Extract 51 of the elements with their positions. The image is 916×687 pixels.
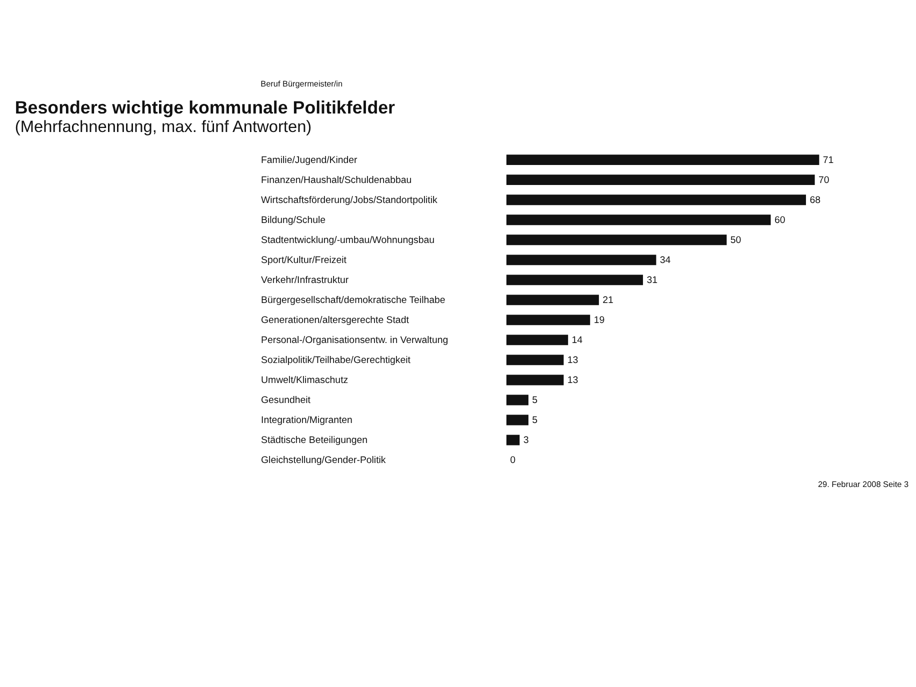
- bar: [506, 214, 771, 226]
- bar: [506, 414, 528, 426]
- y-tick-label: Personal-/Organisationsentw. in Verwaltung: [261, 334, 448, 346]
- y-tick-label: Wirtschaftsförderung/Jobs/Standortpolitik: [261, 194, 438, 206]
- y-tick-label: Familie/Jugend/Kinder: [261, 154, 358, 166]
- data-label: 13: [567, 354, 578, 366]
- text: 29. Februar 2008 Seite 3: [818, 480, 909, 490]
- y-tick-label: Finanzen/Haushalt/Schuldenabbau: [261, 174, 412, 186]
- bar: [506, 314, 590, 326]
- y-tick-label: Verkehr/Infrastruktur: [261, 274, 350, 286]
- bar: [506, 334, 568, 346]
- bar: [506, 274, 643, 286]
- data-label: 60: [774, 214, 786, 226]
- y-tick-label: Generationen/altersgerechte Stadt: [261, 314, 410, 326]
- y-tick-label: Sozialpolitik/Teilhabe/Gerechtigkeit: [261, 354, 411, 366]
- y-tick-label: Integration/Migranten: [261, 414, 352, 426]
- bar: [506, 354, 564, 366]
- text: Beruf Bürgermeister/in: [260, 80, 344, 89]
- y-tick-label: Bürgergesellschaft/demokratische Teilhabe: [261, 294, 446, 306]
- bar: [506, 394, 528, 406]
- data-label: 68: [810, 194, 820, 206]
- y-tick-label: Stadtentwicklung/-umbau/Wohnungsbau: [261, 234, 435, 246]
- text: (Mehrfachnennung, max. fünf Antworten): [14, 118, 312, 136]
- bar: [506, 434, 520, 446]
- data-label: 13: [567, 374, 578, 386]
- y-tick-label: Gleichstellung/Gender-Politik: [261, 455, 386, 466]
- data-label: 50: [730, 234, 742, 246]
- bar: [506, 174, 815, 186]
- y-tick-label: Bildung/Schule: [261, 214, 326, 226]
- y-tick-label: Städtische Beteiligungen: [261, 435, 368, 446]
- y-tick-label: Gesundheit: [261, 394, 311, 406]
- bar: [506, 254, 656, 266]
- bar: [506, 294, 599, 306]
- y-tick-label: Sport/Kultur/Freizeit: [261, 254, 347, 266]
- data-label: 21: [602, 294, 614, 306]
- data-label: 0: [510, 455, 516, 466]
- data-label: 5: [532, 394, 538, 406]
- data-label: 19: [594, 314, 605, 326]
- data-label: 5: [532, 414, 538, 426]
- bar: [506, 194, 806, 206]
- data-label: 70: [818, 174, 830, 186]
- text: Besonders wichtige kommunale Politikfelder: [14, 97, 396, 118]
- data-label: 31: [646, 274, 658, 286]
- bar: [506, 154, 820, 166]
- data-label: 3: [523, 435, 529, 446]
- bar: [506, 234, 727, 246]
- data-label: 34: [660, 254, 672, 266]
- y-tick-label: Umwelt/Klimaschutz: [261, 374, 348, 386]
- data-label: 71: [822, 154, 834, 166]
- data-label: 14: [572, 334, 584, 346]
- bar: [506, 374, 564, 386]
